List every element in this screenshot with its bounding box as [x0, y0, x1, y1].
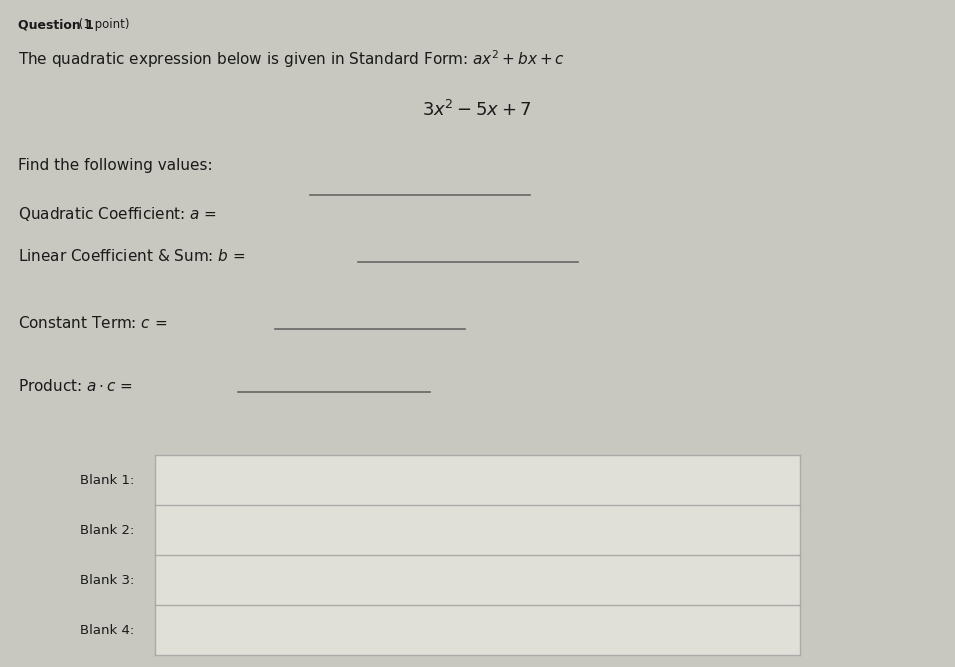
Bar — [155, 555, 800, 605]
Bar — [155, 605, 800, 655]
Text: Blank 4:: Blank 4: — [80, 624, 135, 636]
Text: Linear Coefficient & Sum: $b$ =: Linear Coefficient & Sum: $b$ = — [18, 248, 245, 264]
Text: Blank 1:: Blank 1: — [80, 474, 135, 486]
Text: Blank 2:: Blank 2: — [80, 524, 135, 536]
Text: Product: $a \cdot c$ =: Product: $a \cdot c$ = — [18, 378, 133, 394]
Text: Find the following values:: Find the following values: — [18, 158, 213, 173]
Bar — [155, 505, 800, 555]
Bar — [155, 455, 800, 505]
Text: Question 1: Question 1 — [18, 18, 94, 31]
Text: The quadratic expression below is given in Standard Form: $ax^2 + bx + c$: The quadratic expression below is given … — [18, 48, 565, 69]
Text: Quadratic Coefficient: $a$ =: Quadratic Coefficient: $a$ = — [18, 205, 217, 223]
Text: $3x^2 - 5x + 7$: $3x^2 - 5x + 7$ — [422, 100, 532, 120]
Text: Constant Term: $c$ =: Constant Term: $c$ = — [18, 315, 167, 331]
Text: (1 point): (1 point) — [75, 18, 130, 31]
Text: Blank 3:: Blank 3: — [80, 574, 135, 586]
